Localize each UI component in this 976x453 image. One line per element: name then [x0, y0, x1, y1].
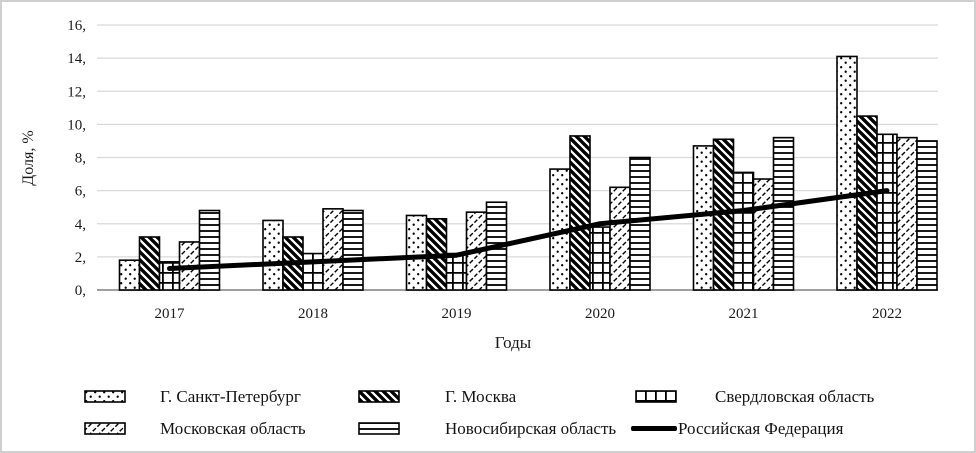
bar-4-2017	[198, 209, 221, 291]
bar-4-2018	[342, 209, 364, 291]
bar-1-2022	[856, 115, 878, 291]
bar-3-2020	[609, 186, 631, 291]
y-tick-label: 6,	[75, 184, 86, 200]
legend-swatch-diagonal-light-icon	[84, 422, 126, 435]
y-tick-label: 2,	[75, 250, 86, 266]
legend-label-novosibirsk: Новосибирская область	[445, 419, 617, 438]
y-tick-label: 8,	[75, 151, 86, 167]
bar-1-2020	[569, 135, 591, 291]
legend-swatch-horizontal-lines-icon	[358, 422, 400, 435]
legend-label-russian-federation: Российская Федерация	[678, 419, 844, 438]
bar-2-2019	[445, 252, 468, 291]
legend-swatch-dots-icon	[84, 390, 126, 403]
x-tick-label: 2022	[872, 306, 902, 322]
y-tick-label: 16,	[67, 18, 86, 34]
legend-label-sverdlovsk: Свердловская область	[715, 387, 875, 406]
legend-label-spb: Г. Санкт-Петербург	[160, 387, 301, 406]
bar-3-2021	[752, 178, 775, 291]
bar-line-chart: 0, 2, 4, 6, 8, 10, 12, 14, 16, 2017 2018 2019 2020 20…	[20, 18, 938, 352]
bar-0-2019	[405, 214, 428, 291]
y-axis-title: Доля, %	[20, 130, 37, 185]
bar-0-2021	[692, 145, 715, 291]
bar-0-2017	[118, 259, 141, 291]
bar-1-2017	[138, 236, 161, 291]
bar-2-2022	[876, 133, 898, 291]
y-tick-label: 10,	[67, 117, 86, 133]
bar-0-2022	[836, 55, 858, 291]
bar-4-2021	[772, 136, 795, 291]
y-tick-label: 12,	[67, 84, 86, 100]
bar-3-2022	[896, 136, 918, 291]
x-tick-label: 2020	[585, 306, 615, 322]
bar-4-2020	[629, 156, 651, 291]
x-tick-label: 2017	[155, 306, 186, 322]
x-axis-title: Годы	[495, 333, 532, 352]
y-tick-label: 4,	[75, 217, 86, 233]
bar-4-2022	[916, 140, 938, 291]
legend-swatch-trend-line-icon	[631, 426, 677, 431]
x-tick-label: 2018	[298, 306, 328, 322]
y-tick-label: 14,	[67, 51, 86, 67]
bar-2-2021	[732, 171, 755, 291]
legend-swatch-diagonal-wide-icon	[358, 390, 400, 403]
bar-3-2018	[322, 208, 344, 291]
x-tick-label: 2019	[442, 306, 472, 322]
bar-2-2020	[589, 226, 611, 291]
x-tick-label: 2021	[729, 306, 759, 322]
bar-0-2018	[262, 219, 284, 291]
legend-label-moscow-oblast: Московская область	[160, 419, 306, 438]
legend-label-moscow: Г. Москва	[445, 387, 517, 406]
rf-trend-line	[167, 188, 890, 271]
legend-swatch-grid-icon	[635, 390, 677, 403]
y-tick-label: 0,	[75, 283, 86, 299]
